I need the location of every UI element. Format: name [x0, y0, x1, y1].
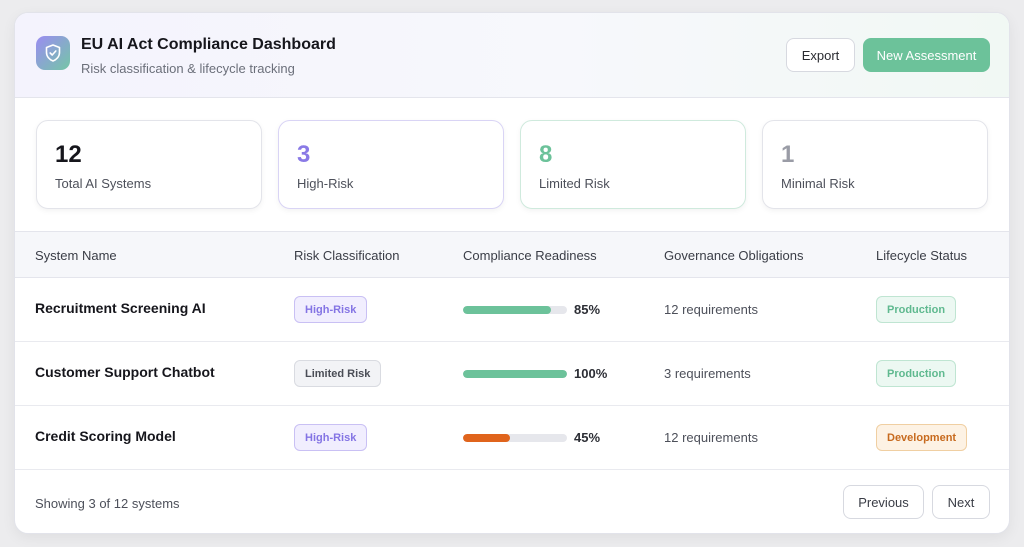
- stat-card-limited-risk: 8 Limited Risk: [520, 120, 746, 209]
- risk-badge: Limited Risk: [294, 360, 382, 387]
- status-badge: Production: [876, 296, 957, 323]
- readiness-bar: [463, 370, 567, 378]
- obligations-count: 12 requirements: [664, 430, 758, 445]
- readiness-bar-fill: [463, 370, 567, 378]
- status-badge: Production: [876, 360, 957, 387]
- column-header-readiness[interactable]: Compliance Readiness: [463, 248, 597, 263]
- readiness-bar-fill: [463, 434, 510, 442]
- readiness-percent: 100%: [574, 366, 608, 381]
- column-header-risk[interactable]: Risk Classification: [294, 248, 400, 263]
- readiness-bar: [463, 306, 567, 314]
- status-badge: Development: [876, 424, 968, 451]
- stat-label: High-Risk: [297, 176, 354, 191]
- column-header-status[interactable]: Lifecycle Status: [876, 248, 968, 263]
- obligations-count: 3 requirements: [664, 366, 751, 381]
- column-header-obligations[interactable]: Governance Obligations: [664, 248, 804, 263]
- stat-card-total: 12 Total AI Systems: [36, 120, 262, 209]
- page-title: EU AI Act Compliance Dashboard: [81, 36, 336, 53]
- stat-value: 8: [539, 141, 553, 168]
- next-button[interactable]: Next: [932, 485, 990, 519]
- system-name: Credit Scoring Model: [35, 428, 176, 444]
- column-header-system-name[interactable]: System Name: [35, 248, 117, 263]
- pagination-summary: Showing 3 of 12 systems: [35, 496, 180, 511]
- previous-button[interactable]: Previous: [843, 485, 924, 519]
- new-assessment-button[interactable]: New Assessment: [863, 38, 990, 72]
- dashboard-header: EU AI Act Compliance Dashboard Risk clas…: [15, 13, 1009, 98]
- shield-check-icon: [36, 36, 70, 70]
- table-row[interactable]: Credit Scoring Model High-Risk 45% 12 re…: [15, 406, 1009, 470]
- stat-card-high-risk: 3 High-Risk: [278, 120, 504, 209]
- system-name: Recruitment Screening AI: [35, 300, 206, 316]
- page-subtitle: Risk classification & lifecycle tracking: [81, 61, 295, 76]
- table-footer: Showing 3 of 12 systems Previous Next: [15, 471, 1009, 533]
- stat-label: Limited Risk: [539, 176, 610, 191]
- stat-value: 1: [781, 141, 795, 168]
- system-name: Customer Support Chatbot: [35, 364, 215, 380]
- risk-badge: High-Risk: [294, 424, 368, 451]
- obligations-count: 12 requirements: [664, 302, 758, 317]
- readiness-percent: 45%: [574, 430, 601, 445]
- risk-badge: High-Risk: [294, 296, 368, 323]
- readiness-bar: [463, 434, 567, 442]
- export-button[interactable]: Export: [786, 38, 855, 72]
- readiness-bar-fill: [463, 306, 552, 314]
- stat-value: 3: [297, 141, 311, 168]
- stat-label: Minimal Risk: [781, 176, 855, 191]
- table-header: System Name Risk Classification Complian…: [15, 231, 1009, 278]
- stat-label: Total AI Systems: [55, 176, 152, 191]
- readiness-percent: 85%: [574, 302, 601, 317]
- dashboard-card: EU AI Act Compliance Dashboard Risk clas…: [14, 12, 1010, 534]
- table-row[interactable]: Customer Support Chatbot Limited Risk 10…: [15, 342, 1009, 406]
- stat-value: 12: [55, 141, 82, 168]
- table-row[interactable]: Recruitment Screening AI High-Risk 85% 1…: [15, 278, 1009, 342]
- stat-card-minimal-risk: 1 Minimal Risk: [762, 120, 988, 209]
